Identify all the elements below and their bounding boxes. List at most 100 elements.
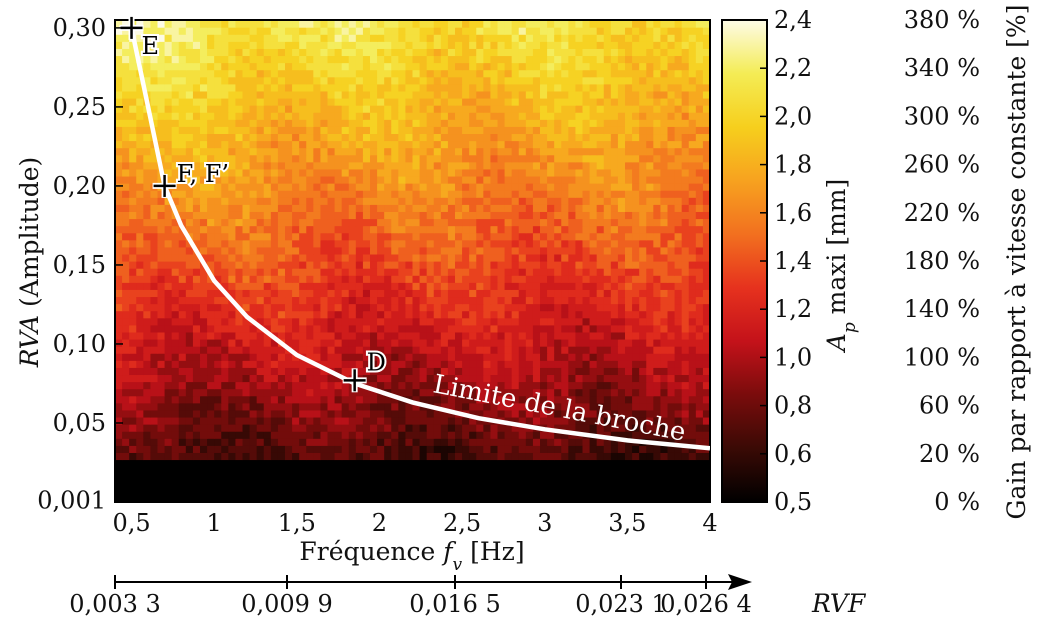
- heatmap-cell: [370, 175, 378, 184]
- heatmap-cell: [263, 168, 272, 177]
- heatmap-cell: [589, 494, 598, 502]
- heatmap-cell: [157, 90, 166, 99]
- heatmap-cell: [596, 161, 605, 170]
- heatmap-cell: [674, 459, 683, 468]
- heatmap-cell: [462, 168, 470, 177]
- heatmap-cell: [122, 190, 130, 198]
- heatmap-cell: [632, 90, 640, 99]
- heatmap-cell: [306, 161, 314, 170]
- heatmap-cell: [235, 112, 244, 120]
- heatmap-cell: [695, 338, 704, 347]
- heatmap-cell: [695, 296, 704, 305]
- heatmap-cell: [483, 353, 492, 361]
- heatmap-cell: [405, 112, 414, 120]
- heatmap-cell: [462, 296, 470, 305]
- heatmap-cell: [150, 346, 159, 354]
- heatmap-cell: [391, 445, 399, 453]
- heatmap-cell: [625, 416, 633, 425]
- heatmap-cell: [320, 190, 329, 198]
- heatmap-cell: [532, 487, 541, 496]
- heatmap-cell: [653, 494, 662, 502]
- heatmap-cell: [610, 204, 619, 212]
- heatmap-cell: [540, 133, 548, 142]
- heatmap-cell: [561, 494, 569, 502]
- heatmap-cell: [462, 232, 470, 241]
- heatmap-cell: [299, 473, 307, 482]
- heatmap-cell: [192, 183, 201, 191]
- heatmap-cell: [178, 466, 187, 475]
- heatmap-cell: [391, 466, 399, 475]
- heatmap-cell: [313, 204, 322, 212]
- heatmap-cell: [313, 83, 322, 92]
- heatmap-cell: [667, 452, 676, 461]
- heatmap-cell: [490, 289, 499, 298]
- heatmap-cell: [695, 119, 704, 127]
- heatmap-cell: [702, 416, 710, 425]
- heatmap-cell: [242, 395, 251, 404]
- heatmap-cell: [136, 424, 144, 432]
- heatmap-cell: [200, 161, 208, 170]
- heatmap-cell: [115, 452, 123, 461]
- heatmap-cell: [419, 431, 428, 439]
- heatmap-cell: [143, 140, 152, 149]
- heatmap-cell: [646, 225, 654, 234]
- heatmap-cell: [185, 105, 194, 113]
- heatmap-cell: [178, 310, 187, 319]
- heatmap-cell: [122, 367, 130, 376]
- heatmap-cell: [171, 232, 180, 241]
- heatmap-cell: [653, 197, 662, 205]
- heatmap-cell: [462, 317, 470, 326]
- heatmap-cell: [313, 324, 322, 333]
- heatmap-cell: [540, 204, 548, 212]
- heatmap-cell: [518, 367, 527, 376]
- heatmap-cell: [554, 197, 562, 205]
- heatmap-cell: [433, 487, 442, 496]
- heatmap-cell: [299, 494, 307, 502]
- heatmap-cell: [455, 381, 463, 390]
- heatmap-cell: [171, 76, 180, 85]
- heatmap-cell: [702, 353, 710, 361]
- heatmap-cell: [341, 90, 350, 99]
- heatmap-cell: [228, 324, 237, 333]
- heatmap-cell: [285, 402, 293, 411]
- heatmap-cell: [554, 119, 562, 127]
- heatmap-cell: [653, 367, 662, 376]
- heatmap-cell: [625, 395, 633, 404]
- heatmap-cell: [334, 119, 343, 127]
- heatmap-cell: [455, 183, 463, 191]
- heatmap-cell: [192, 268, 201, 276]
- heatmap-cell: [207, 232, 215, 241]
- heatmap-cell: [263, 473, 272, 482]
- heatmap-cell: [306, 246, 314, 255]
- heatmap-cell: [327, 416, 336, 425]
- heatmap-cell: [582, 466, 591, 475]
- heatmap-cell: [681, 331, 690, 340]
- heatmap-cell: [674, 331, 683, 340]
- heatmap-cell: [490, 402, 499, 411]
- heatmap-cell: [554, 346, 562, 354]
- heatmap-cell: [157, 402, 166, 411]
- heatmap-cell: [646, 268, 654, 276]
- heatmap-cell: [490, 466, 499, 475]
- heatmap-cell: [412, 317, 421, 326]
- heatmap-cell: [476, 438, 484, 446]
- heatmap-cell: [377, 473, 385, 482]
- heatmap-cell: [511, 183, 520, 191]
- heatmap-cell: [115, 310, 123, 319]
- heatmap-cell: [277, 473, 286, 482]
- heatmap-cell: [674, 126, 683, 135]
- heatmap-cell: [115, 487, 123, 496]
- heatmap-cell: [660, 204, 669, 212]
- heatmap-cell: [582, 445, 591, 453]
- heatmap-cell: [695, 409, 704, 418]
- heatmap-cell: [313, 431, 322, 439]
- heatmap-cell: [504, 346, 513, 354]
- heatmap-cell: [235, 324, 244, 333]
- heatmap-cell: [355, 431, 364, 439]
- heatmap-cell: [660, 268, 669, 276]
- heatmap-cell: [462, 438, 470, 446]
- heatmap-cell: [178, 232, 187, 241]
- heatmap-cell: [348, 183, 357, 191]
- heatmap-cell: [476, 282, 484, 290]
- heatmap-cell: [575, 268, 584, 276]
